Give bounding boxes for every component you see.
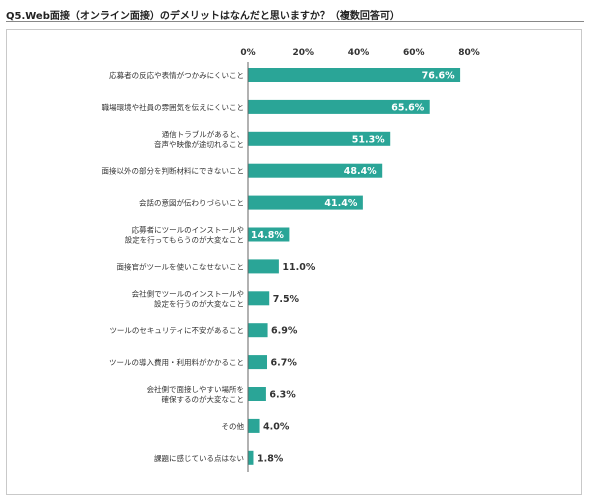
bar-value-label: 65.6% xyxy=(391,102,424,113)
category-label: 面接官がツールを使いこなせないこと xyxy=(117,261,245,271)
category-label: 設定を行ってもらうのが大変なこと xyxy=(125,235,244,245)
category-label: 会話の意図が伝わりづらいこと xyxy=(139,198,244,208)
category-label: 応募者にツールのインストールや xyxy=(132,225,244,235)
x-tick-label: 20% xyxy=(292,48,314,58)
bar xyxy=(248,68,461,82)
bar-value-label: 4.0% xyxy=(263,421,290,432)
bar-value-label: 7.5% xyxy=(273,294,300,305)
bar-value-label: 51.3% xyxy=(352,134,385,145)
title-divider xyxy=(6,21,584,22)
bar-value-label: 6.7% xyxy=(271,358,298,369)
bar xyxy=(248,291,270,306)
category-label: 確保するのが大変なこと xyxy=(162,394,245,404)
category-label: 応募者の反応や表情がつかみにくいこと xyxy=(109,70,244,80)
bar xyxy=(248,418,260,433)
bar xyxy=(248,450,254,465)
category-label: 面接以外の部分を判断材料にできないこと xyxy=(102,166,245,176)
chart-title: Q5.Web面接（オンライン面接）のデメリットはなんだと思いますか？（複数回答可… xyxy=(6,11,400,22)
bar xyxy=(248,227,290,242)
x-tick-label: 60% xyxy=(403,48,425,58)
bar-value-label: 6.9% xyxy=(271,326,298,337)
bar-value-label: 76.6% xyxy=(422,71,455,82)
bar-value-label: 1.8% xyxy=(257,453,284,464)
x-tick-label: 40% xyxy=(348,48,370,58)
category-label: 設定を行うのが大変なこと xyxy=(154,298,244,308)
category-label: 通信トラブルがあると、 xyxy=(162,129,244,139)
bar xyxy=(248,195,363,210)
category-label: 会社側でツールのインストールや xyxy=(132,288,244,298)
chart-frame xyxy=(6,29,582,495)
bar-value-label: 41.4% xyxy=(324,198,357,209)
category-label: その他 xyxy=(222,421,245,431)
category-label: 職場環境や社員の雰囲気を伝えにくいこと xyxy=(102,102,244,112)
x-tick-label: 0% xyxy=(240,48,255,58)
x-tick-label: 80% xyxy=(458,48,480,58)
bar-value-label: 6.3% xyxy=(269,390,296,401)
category-label: 会社側で面接しやすい場所を xyxy=(147,384,244,394)
bar xyxy=(248,99,430,114)
category-label: ツールのセキュリティに不安があること xyxy=(109,325,244,335)
bar xyxy=(248,355,268,370)
bar xyxy=(248,163,383,178)
bar xyxy=(248,259,279,274)
category-label: ツールの導入費用・利用料がかかること xyxy=(109,357,244,367)
bar-value-label: 48.4% xyxy=(344,166,377,177)
category-label: 課題に感じている点はない xyxy=(154,453,244,463)
bar-value-label: 14.8% xyxy=(251,230,284,241)
bar xyxy=(248,131,391,146)
bar xyxy=(248,323,268,338)
bar-value-label: 11.0% xyxy=(282,262,315,273)
category-label: 音声や映像が途切れること xyxy=(154,139,244,149)
bar xyxy=(248,387,266,401)
